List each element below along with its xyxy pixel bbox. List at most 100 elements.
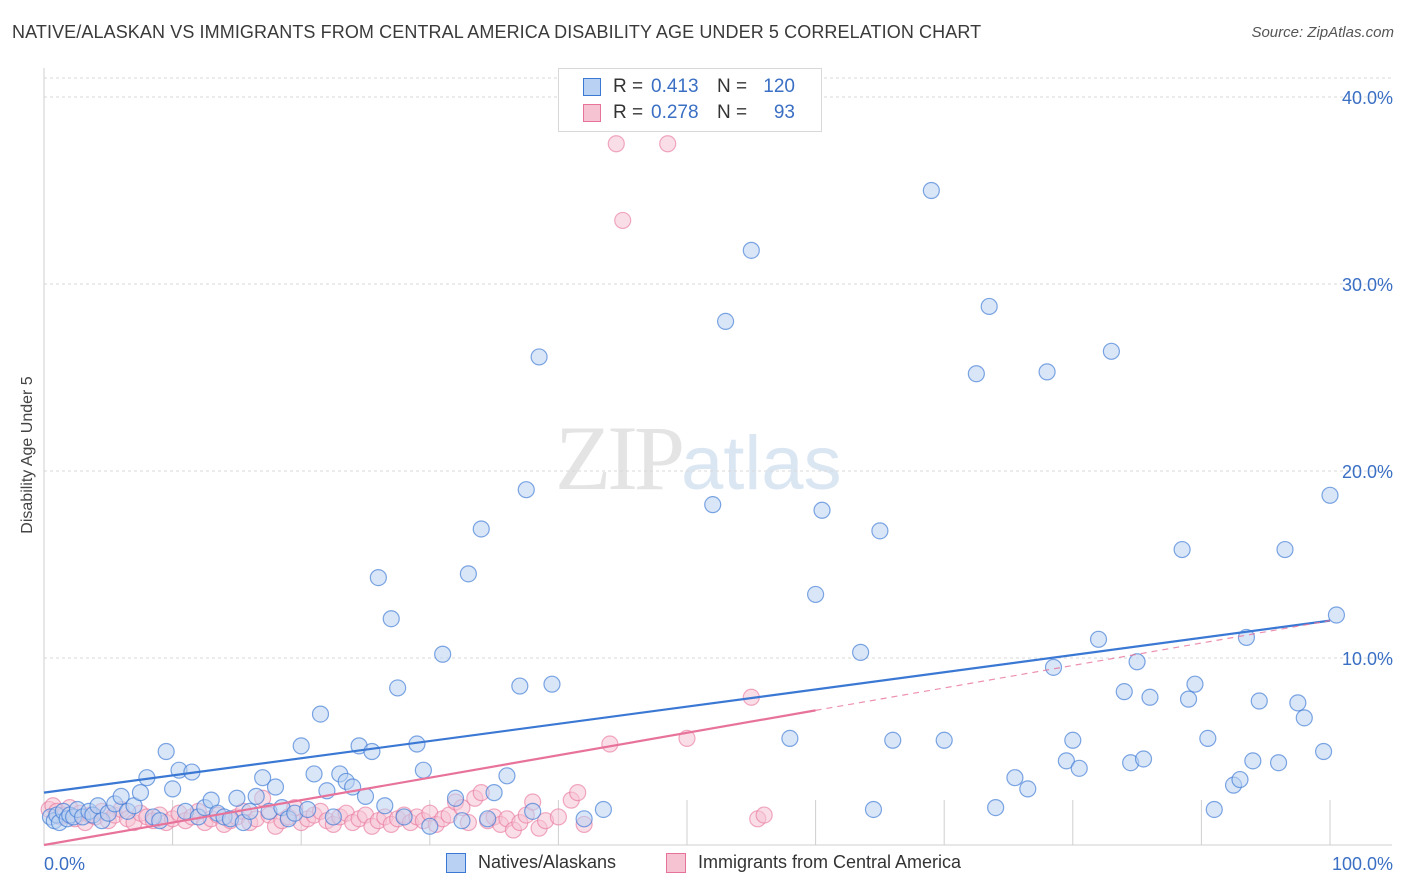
blue-point: [376, 797, 394, 815]
blue-point: [922, 181, 940, 200]
blue-point: [1128, 653, 1146, 671]
blue-point: [871, 522, 889, 540]
blue-point: [935, 731, 953, 749]
trend-line-natives: [43, 619, 1331, 794]
blue-point: [852, 643, 870, 661]
blue-point: [1199, 729, 1217, 748]
blue-point: [363, 742, 381, 761]
pink-point: [607, 135, 625, 153]
legend-r-label: R =: [613, 76, 644, 97]
blue-point: [1295, 709, 1313, 727]
blue-point: [228, 789, 246, 807]
blue-point: [1006, 769, 1024, 787]
legend-row-immigrants: R = 0.278 N = 93: [583, 102, 795, 124]
blue-point: [131, 784, 150, 802]
blue-point: [472, 520, 490, 538]
correlation-legend: R = 0.413 N = 120 R = 0.278 N = 93: [558, 68, 822, 132]
blue-point: [511, 677, 529, 695]
blue-point: [434, 645, 452, 663]
blue-point: [1314, 742, 1333, 761]
blue-point: [446, 789, 465, 807]
blue-point: [1057, 752, 1075, 770]
source-label: Source: ZipAtlas.com: [1251, 24, 1394, 41]
legend-r-label: R =: [613, 102, 644, 123]
blue-point: [254, 769, 272, 787]
legend-item-immigrants[interactable]: Immigrants from Central America: [666, 852, 961, 873]
blue-point: [1064, 731, 1082, 749]
blue-point: [459, 565, 477, 583]
blue-point: [1186, 675, 1204, 693]
blue-point: [369, 568, 387, 587]
legend-label-immigrants: Immigrants from Central America: [698, 852, 962, 872]
blue-point: [414, 761, 432, 779]
y-axis-label: Disability Age Under 5: [19, 376, 36, 534]
blue-point: [742, 241, 760, 259]
chart-title: NATIVE/ALASKAN VS IMMIGRANTS FROM CENTRA…: [12, 22, 982, 42]
blue-point: [247, 787, 265, 805]
watermark-atlas: atlas: [681, 421, 842, 506]
pink-point: [659, 135, 677, 153]
blue-point: [884, 731, 902, 749]
series-immigrants-points: [40, 135, 773, 839]
legend-n-label: N =: [717, 102, 748, 123]
blue-point: [299, 800, 317, 819]
blue-point: [1289, 694, 1307, 712]
blue-point: [543, 675, 561, 693]
blue-point: [517, 481, 535, 499]
blue-point: [389, 679, 407, 697]
blue-point: [1141, 688, 1159, 706]
pink-point: [614, 211, 632, 230]
y-tick-label: 40.0%: [1342, 88, 1393, 108]
blue-point: [241, 802, 259, 820]
blue-point: [813, 501, 831, 519]
blue-point: [967, 365, 985, 383]
grid-lines: [44, 77, 1392, 845]
legend-item-natives[interactable]: Natives/Alaskans: [446, 852, 616, 873]
blue-point: [1237, 628, 1256, 647]
blue-point: [1231, 770, 1249, 789]
blue-point: [524, 802, 542, 820]
blue-point: [987, 798, 1005, 817]
blue-point: [1269, 754, 1288, 772]
blue-point: [1179, 690, 1198, 708]
x-tick-label: 0.0%: [44, 854, 85, 874]
pink-point: [601, 735, 619, 753]
blue-point: [1102, 342, 1120, 360]
blue-point: [164, 780, 182, 798]
blue-point: [1250, 692, 1268, 710]
blue-point: [453, 812, 471, 830]
legend-n-value: 93: [773, 102, 795, 123]
blue-point: [1327, 606, 1346, 624]
legend-swatch-pink: [583, 104, 601, 122]
axes: [43, 68, 1392, 846]
blue-point: [594, 800, 613, 819]
blue-point: [1205, 800, 1223, 819]
blue-point: [485, 784, 503, 802]
blue-point: [1089, 630, 1108, 648]
blue-point: [1244, 752, 1262, 770]
pink-point: [755, 806, 773, 824]
blue-point: [1321, 486, 1339, 504]
blue-point: [498, 767, 516, 785]
legend-r-value: 0.278: [651, 102, 699, 123]
y-tick-label: 20.0%: [1342, 462, 1393, 482]
legend-row-natives: R = 0.413 N = 120: [583, 76, 795, 98]
legend-swatch-blue: [583, 78, 601, 96]
blue-point: [421, 817, 439, 835]
blue-point: [1134, 750, 1153, 768]
x-tick-label: 100.0%: [1332, 854, 1393, 874]
blue-point: [1019, 780, 1037, 798]
blue-point: [1276, 540, 1294, 559]
blue-point: [980, 297, 998, 316]
blue-point: [704, 496, 722, 514]
blue-point: [112, 787, 130, 805]
blue-point: [395, 808, 413, 826]
blue-point: [305, 765, 323, 783]
tick-labels: 10.0% 20.0% 30.0% 40.0% 0.0% 100.0%: [44, 88, 1393, 874]
blue-point: [292, 737, 310, 755]
blue-point: [382, 610, 400, 628]
blue-point: [479, 810, 497, 828]
blue-point: [1115, 683, 1133, 701]
trend-lines: [43, 619, 1331, 847]
